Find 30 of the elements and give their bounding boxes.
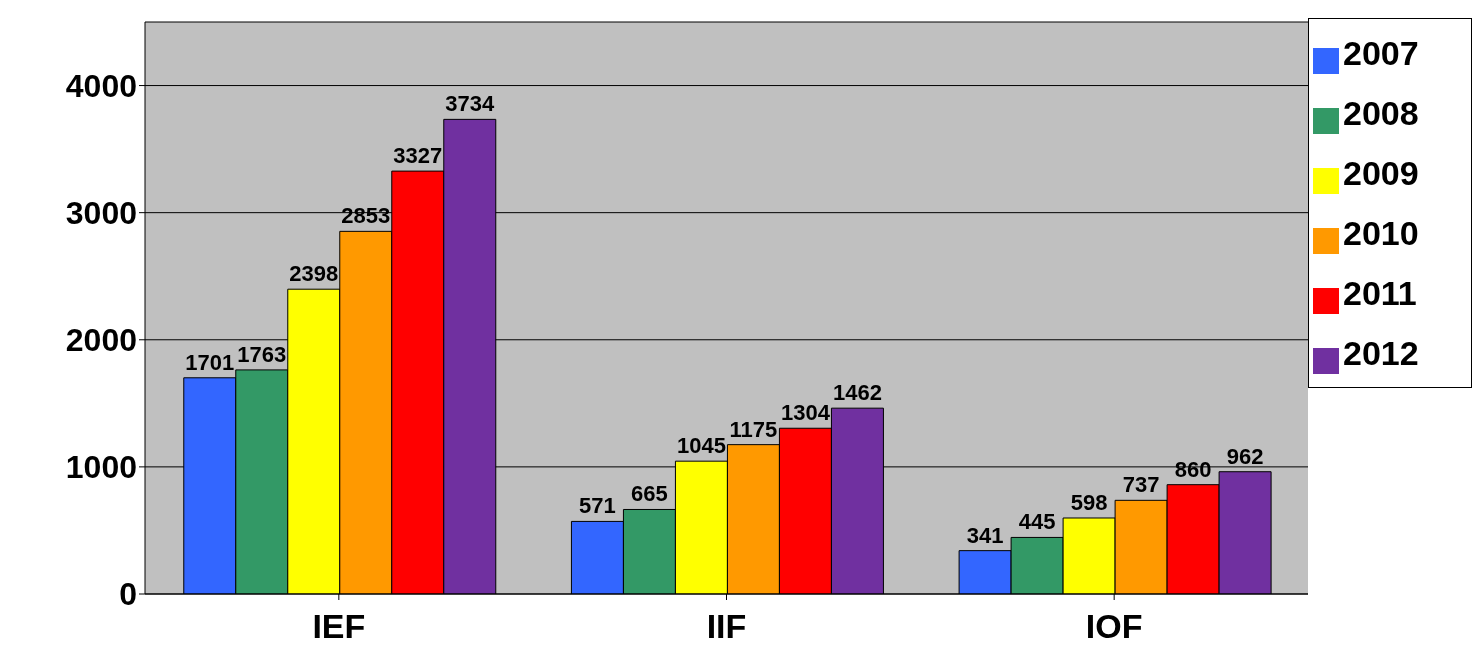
legend-label: 2010 <box>1343 214 1419 252</box>
data-label: 571 <box>579 493 616 519</box>
data-label: 598 <box>1070 489 1108 515</box>
x-tick-label: IOF <box>1085 607 1143 646</box>
data-label: 665 <box>631 481 668 507</box>
data-label: 737 <box>1122 472 1160 498</box>
legend-label: 2011 <box>1343 274 1417 312</box>
y-tick-label: 1000 <box>65 449 137 486</box>
legend-label: 2009 <box>1343 154 1419 192</box>
data-label: 3734 <box>445 91 495 117</box>
y-tick-label: 0 <box>119 576 137 613</box>
data-label: 1304 <box>780 400 831 426</box>
data-label: 1763 <box>237 341 287 367</box>
x-tick-label: IIF <box>706 607 747 646</box>
y-tick-label: 3000 <box>65 195 137 232</box>
data-label: 1462 <box>832 380 882 406</box>
data-label: 1701 <box>185 349 235 375</box>
legend-label: 2012 <box>1343 334 1419 372</box>
x-tick-label: IEF <box>312 607 366 646</box>
data-label: 1045 <box>676 433 726 459</box>
y-tick-label: 4000 <box>65 67 137 104</box>
data-label: 1175 <box>729 416 778 442</box>
legend-label: 2007 <box>1343 34 1419 72</box>
data-label: 3327 <box>393 143 443 169</box>
legend-label: 2008 <box>1343 94 1419 132</box>
y-tick-label: 2000 <box>65 322 137 359</box>
data-label: 445 <box>1018 509 1056 535</box>
data-label: 341 <box>966 522 1004 548</box>
data-label: 962 <box>1226 443 1264 469</box>
data-label: 2398 <box>289 261 339 287</box>
